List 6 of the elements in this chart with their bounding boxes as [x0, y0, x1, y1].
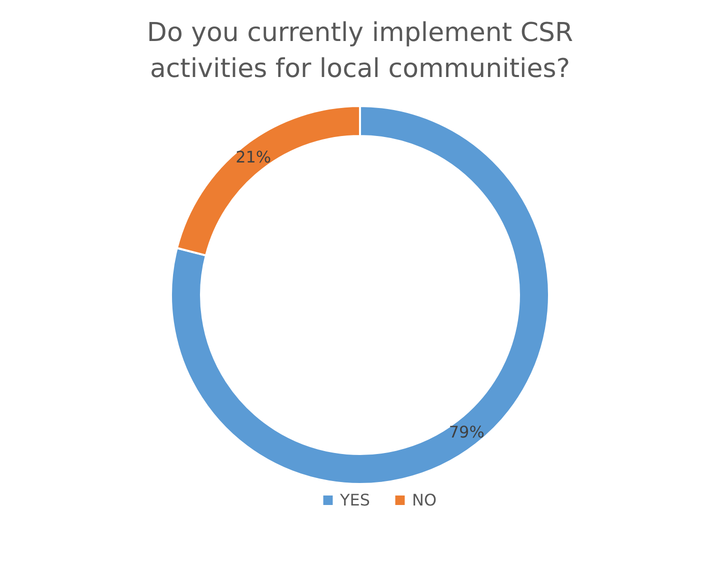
donut-slice	[170, 105, 550, 485]
legend-label: YES	[339, 490, 370, 510]
data-label: 21%	[236, 148, 272, 167]
chart-title: Do you currently implement CSR activities for local communities?	[146, 18, 574, 84]
data-label: 79%	[448, 422, 484, 442]
legend-label: NO	[412, 490, 437, 510]
